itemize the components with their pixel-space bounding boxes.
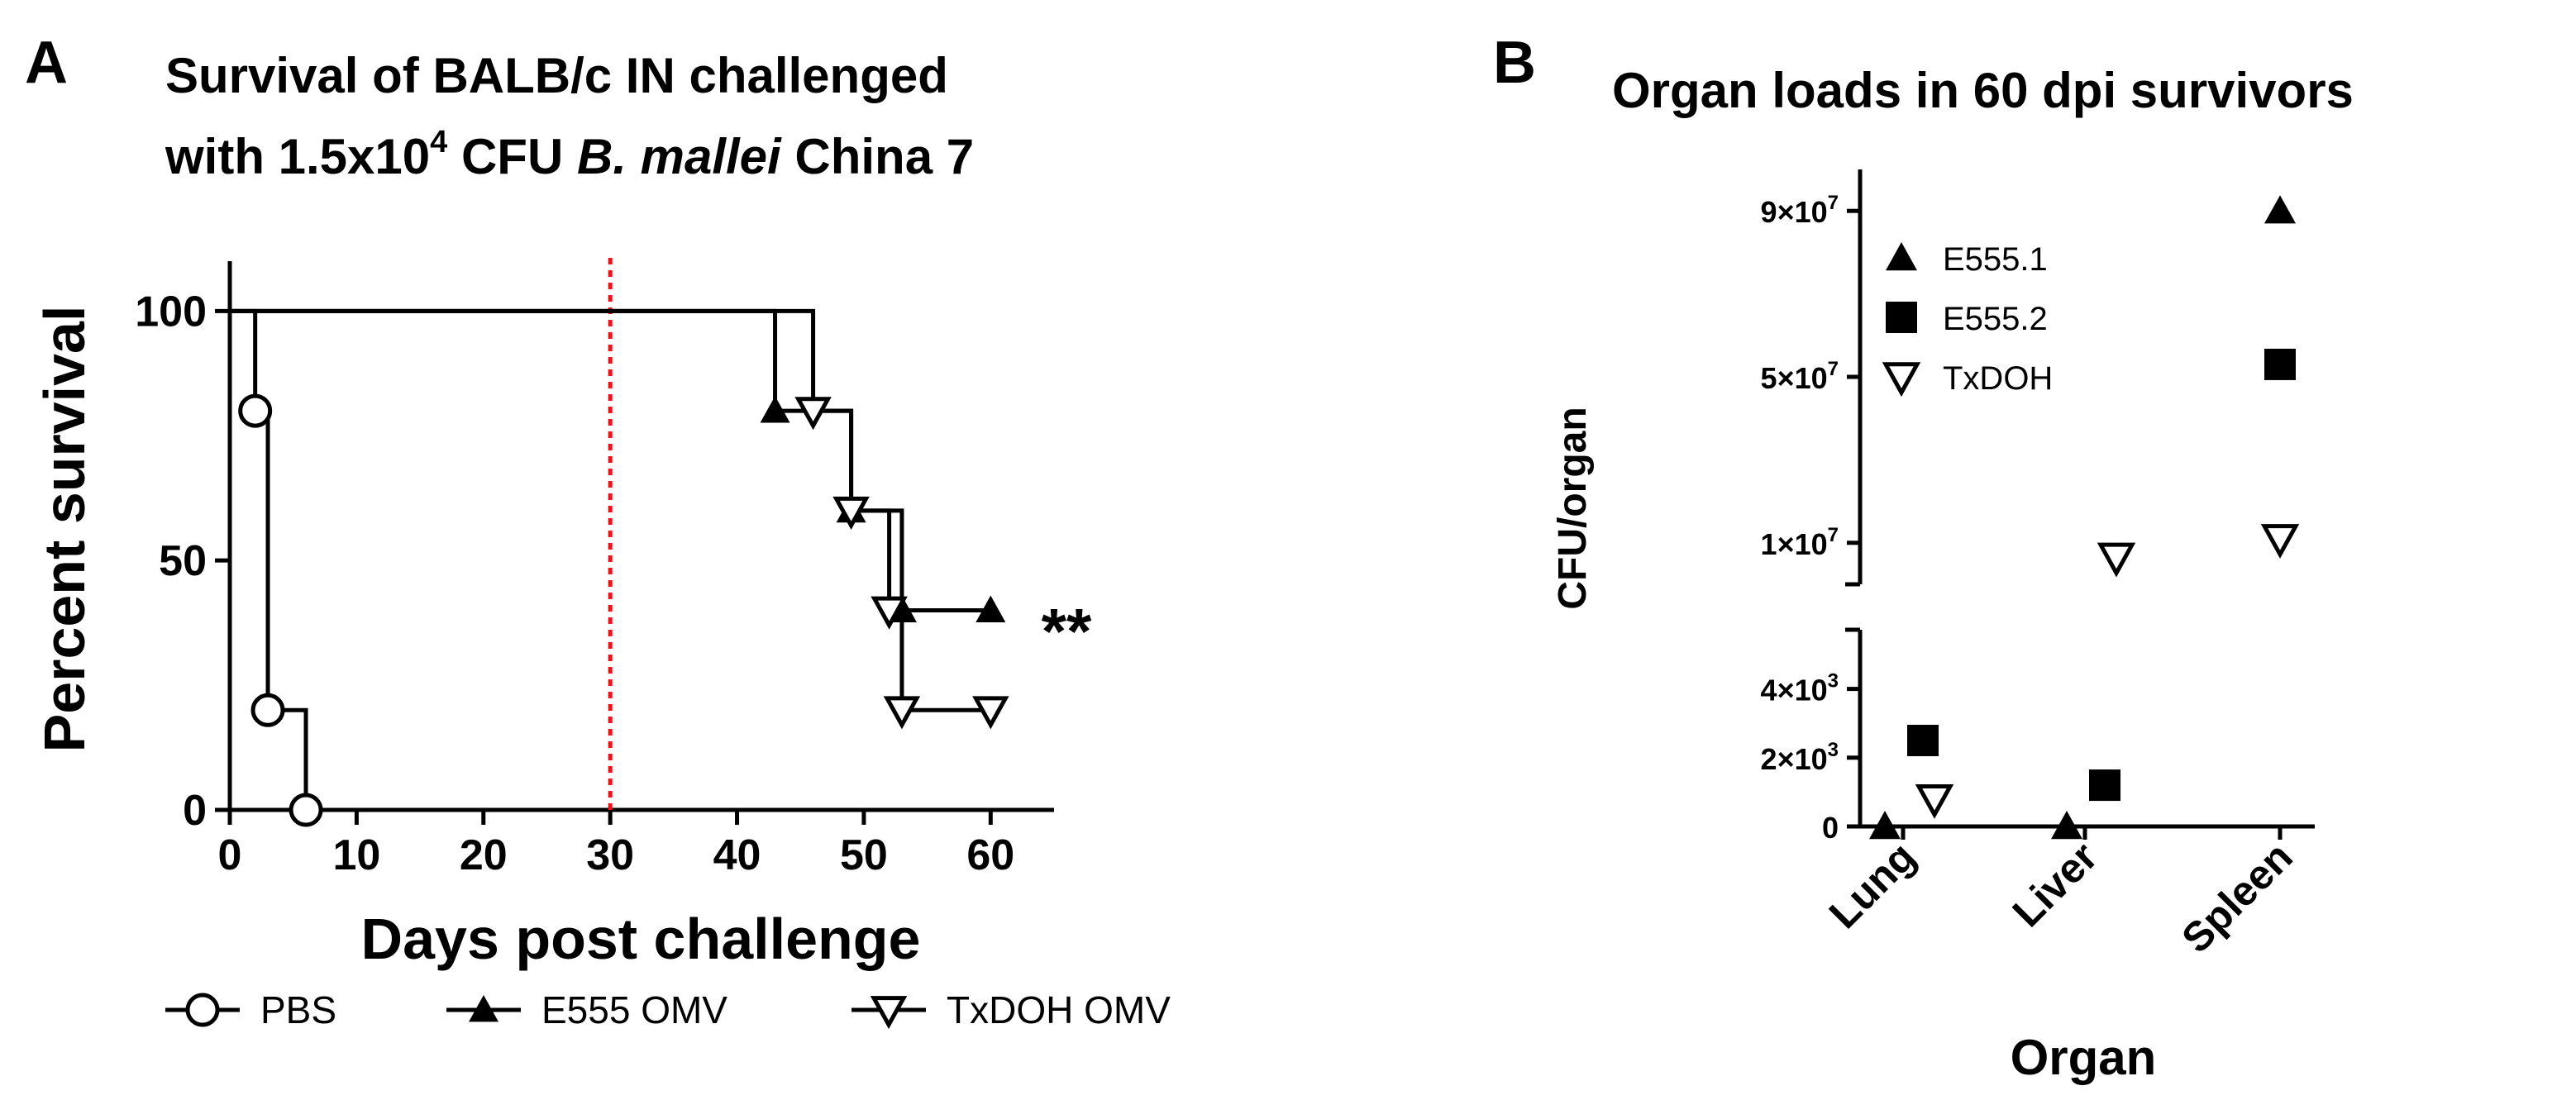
x-tick-label: 60 — [966, 831, 1014, 879]
title2-pre: with 1.5x10 — [165, 129, 430, 184]
survival-marker — [250, 693, 285, 727]
title2-post: China 7 — [781, 129, 974, 184]
organ-load-point — [2260, 524, 2300, 559]
x-tick-label: 10 — [332, 831, 380, 879]
panel-a-plot: 0 10 20 30 40 50 60 0 50 100 — [135, 258, 1054, 879]
title2-italic: B. mallei — [577, 129, 782, 184]
organ-load-point — [1915, 784, 1954, 819]
organ-load-point — [1869, 811, 1901, 840]
panel-b-xlabel: Organ — [2011, 1030, 2157, 1085]
y-tick-label: 1×107 — [1761, 524, 1839, 561]
survival-marker — [238, 393, 273, 428]
panel-a-title-line1: Survival of BALB/c IN challenged — [165, 48, 948, 103]
panel-a-xlabel: Days post challenge — [361, 907, 921, 971]
panel-b-title: Organ loads in 60 dpi survivors — [1612, 63, 2354, 118]
survival-curve — [230, 308, 308, 810]
y-tick-label: 0 — [183, 787, 207, 835]
x-tick-label: Spleen — [2173, 833, 2302, 962]
panel-a-letter: A — [25, 30, 68, 96]
legend-label: TxDOH — [1943, 360, 2053, 397]
organ-load-point — [2264, 195, 2296, 224]
y-tick-label: 50 — [159, 537, 207, 585]
y-tick-label: 4×103 — [1761, 670, 1839, 707]
legend-marker — [1886, 242, 1917, 271]
survival-marker — [760, 396, 790, 423]
x-tick-label: Liver — [2004, 833, 2106, 936]
survival-end-marker — [972, 696, 1009, 730]
survival-marker — [871, 596, 908, 630]
organ-load-point — [2089, 769, 2120, 802]
y-tick-label: 0 — [1822, 811, 1839, 845]
panel-a-annotation: ** — [1042, 595, 1092, 668]
survival-curve — [230, 308, 991, 712]
legend-marker — [185, 993, 220, 1027]
survival-marker — [883, 696, 921, 730]
title2-mid: CFU — [447, 129, 577, 184]
organ-load-point — [2051, 811, 2082, 840]
x-tick-label: 50 — [840, 831, 888, 879]
organ-load-point — [2097, 542, 2136, 578]
panel-a-ylabel: Percent survival — [32, 306, 97, 753]
legend-marker — [1882, 362, 1921, 398]
y-tick-label: 9×107 — [1761, 192, 1839, 229]
x-tick-label: 0 — [218, 831, 242, 879]
panel-a-legend: PBS E555 OMV TxDOH OMV — [165, 988, 1171, 1031]
survival-marker — [832, 496, 870, 530]
legend-marker — [1886, 302, 1917, 333]
x-tick-label: 30 — [586, 831, 634, 879]
x-tick-label: 40 — [713, 831, 761, 879]
organ-load-point — [2264, 348, 2296, 380]
y-tick-label: 5×107 — [1761, 358, 1839, 395]
y-tick-label: 100 — [135, 288, 207, 336]
legend-label: E555.1 — [1943, 241, 2048, 278]
y-tick-label: 2×103 — [1761, 739, 1839, 776]
title2-sup: 4 — [430, 125, 447, 160]
panel-b-ylabel: CFU/organ — [1551, 407, 1595, 609]
legend-label: TxDOH OMV — [947, 988, 1171, 1031]
survival-marker — [289, 793, 323, 827]
x-tick-label: 20 — [460, 831, 508, 879]
panel-b-letter: B — [1493, 30, 1536, 96]
survival-end-marker — [976, 595, 1006, 622]
legend-marker — [469, 995, 499, 1022]
panel-b-plot: 0 2×103 4×103 1×107 5×107 9×107 Lung Liver Splee… — [1761, 169, 2315, 962]
legend-label: E555.2 — [1943, 301, 2048, 337]
x-tick-label: Lung — [1820, 833, 1925, 937]
organ-load-point — [1907, 725, 1939, 756]
panel-a-title-line2: with 1.5x104 CFU B. mallei China 7 — [165, 125, 974, 184]
legend-label: E555 OMV — [541, 988, 727, 1031]
legend-marker — [870, 996, 908, 1030]
survival-marker — [794, 397, 832, 431]
legend-label: PBS — [260, 988, 336, 1031]
